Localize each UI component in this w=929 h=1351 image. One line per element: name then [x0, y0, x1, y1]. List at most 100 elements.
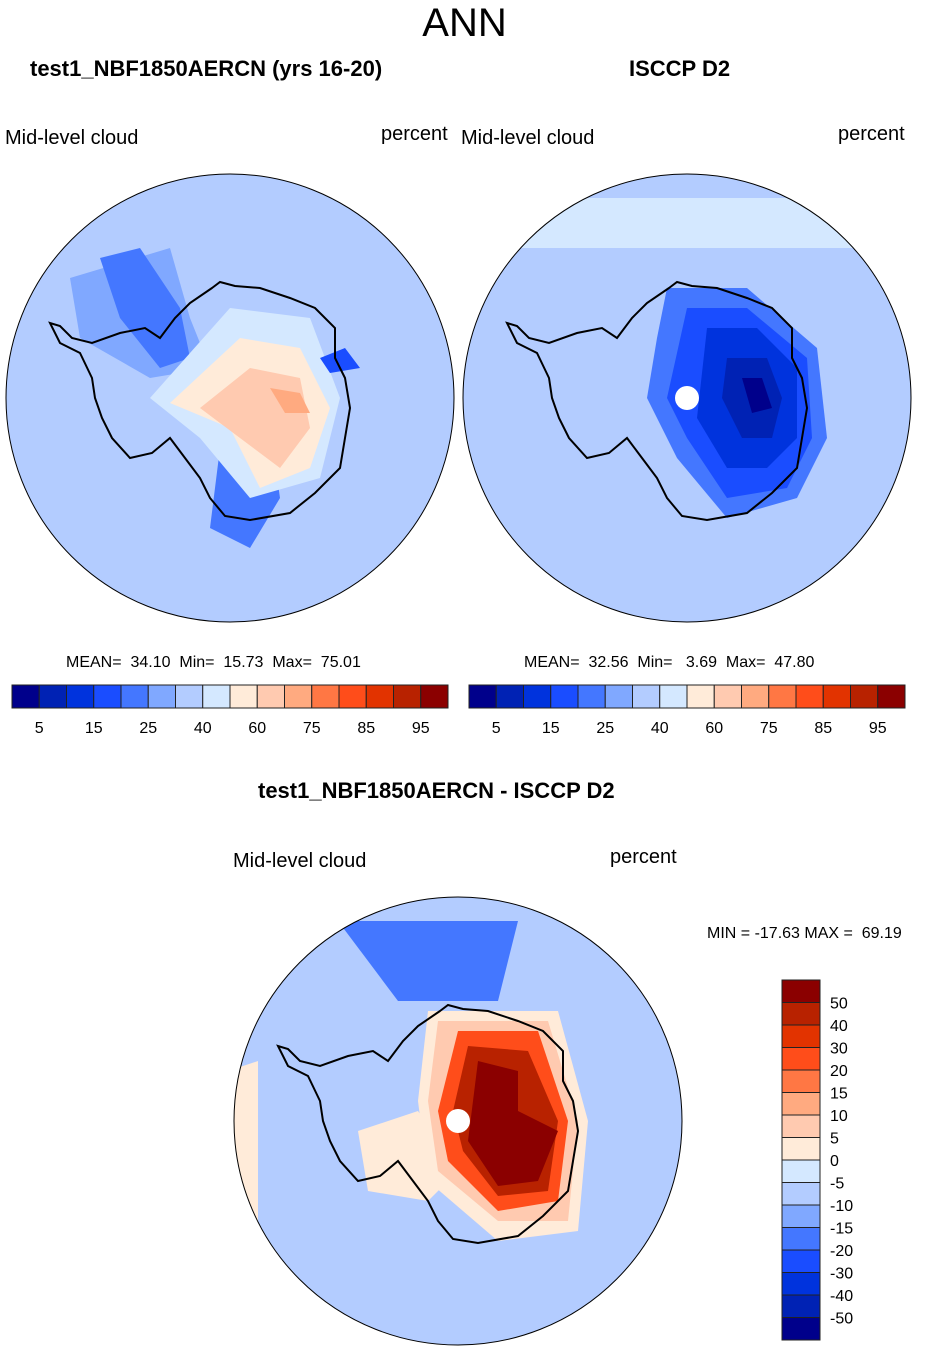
panel3-colorbar-tick-label: 50 [830, 996, 848, 1013]
panel3-colorbar-tick-label: 30 [830, 1041, 848, 1058]
panel3-colorbar-swatch [781, 1249, 821, 1273]
panel1-contour [100, 248, 190, 368]
panel3-colorbar-tick-label: -15 [830, 1221, 853, 1238]
panel3-colorbar-tick-label: 20 [830, 1063, 848, 1080]
panel1-colorbar-swatch [393, 684, 422, 709]
panel2-map [463, 174, 911, 622]
panel3-title: test1_NBF1850AERCN - ISCCP D2 [258, 778, 615, 803]
panel2-left-label: Mid-level cloud [461, 127, 595, 149]
panel1-colorbar-swatch [93, 684, 122, 709]
panel3-colorbar-swatch [781, 1317, 821, 1341]
panel3-missing-data-dot [446, 1109, 470, 1133]
panel2-stats: MEAN= 32.56 Min= 3.69 Max= 47.80 [524, 654, 815, 671]
panel1-contour [270, 388, 310, 413]
panel2-colorbar-swatch [850, 684, 879, 709]
panel2-colorbar-tick-label: 25 [596, 720, 614, 737]
panel3-colorbar-tick-label: 10 [830, 1108, 848, 1125]
panel1-colorbar-tick-label: 40 [194, 720, 212, 737]
panel3-map-border [233, 896, 683, 1346]
panel3-contour [338, 921, 518, 1001]
panel1-colorbar-swatch [120, 684, 149, 709]
panel3-colorbar-swatch [781, 1137, 821, 1161]
panel3-colorbar-tick-label: 0 [830, 1153, 839, 1170]
panel2-colorbar-tick-label: 5 [492, 720, 501, 737]
panel1-colorbar-swatch [202, 684, 231, 709]
panel3-colorbar-swatch [781, 1294, 821, 1318]
panel2-colorbar-swatch [768, 684, 797, 709]
panel3-colorbar-swatch [781, 1024, 821, 1048]
panel2-colorbar-tick-label: 85 [814, 720, 832, 737]
panel2-colorbar: 5 15 25 40 60 75 85 95 [468, 684, 906, 737]
panel1-left-label: Mid-level cloud [5, 127, 139, 149]
panel2-colorbar-swatch [686, 684, 715, 709]
panel2-map-border [462, 173, 912, 623]
panel2-colorbar-swatch [632, 684, 661, 709]
panel2-colorbar-swatch [523, 684, 552, 709]
panel2-colorbar-tick-label: 15 [542, 720, 560, 737]
panel1-colorbar-tick-label: 15 [85, 720, 103, 737]
panel2-colorbar-swatch [659, 684, 688, 709]
panel3-left-label: Mid-level cloud [233, 850, 367, 872]
panel3-stats: MIN = -17.63 MAX = 69.19 [707, 925, 902, 942]
main-title: ANN [422, 1, 507, 45]
panel2-units-label: percent [838, 123, 905, 145]
panel2-colorbar-swatch [713, 684, 742, 709]
panel2-colorbar-tick-label: 60 [705, 720, 723, 737]
panel1-colorbar-tick-label: 75 [303, 720, 321, 737]
panel2-colorbar-swatch [495, 684, 524, 709]
panel3-colorbar-swatch [781, 1114, 821, 1138]
panel1-stats: MEAN= 34.10 Min= 15.73 Max= 75.01 [66, 654, 361, 671]
panel1-colorbar-tick-label: 5 [35, 720, 44, 737]
panel3-colorbar-swatch [781, 1182, 821, 1206]
panel3-colorbar-tick-label: -10 [830, 1198, 853, 1215]
panel3-colorbar-swatch [781, 1272, 821, 1296]
panel1-contour [320, 348, 360, 373]
panel3-colorbar-swatch [781, 1159, 821, 1183]
panel3-colorbar-tick-label: 5 [830, 1131, 839, 1148]
panel3-colorbar-tick-label: -5 [830, 1176, 844, 1193]
panel1-colorbar-swatch [66, 684, 95, 709]
panel1-colorbar-tick-label: 25 [139, 720, 157, 737]
panel3-colorbar-swatch [781, 1069, 821, 1093]
panel2-contour [742, 378, 772, 413]
panel1-colorbar-swatch [175, 684, 204, 709]
panel2-colorbar-swatch [468, 684, 497, 709]
panel3-colorbar-swatch [781, 1227, 821, 1251]
panel3-colorbar-swatch [781, 1002, 821, 1026]
panel2-colorbar-swatch [877, 684, 906, 709]
panel1-colorbar-swatch [311, 684, 340, 709]
panel1-colorbar-swatch [420, 684, 449, 709]
panel3-contour [468, 1061, 558, 1186]
panel3-colorbar-swatch [781, 1204, 821, 1228]
panel3-colorbar-swatch [781, 979, 821, 1003]
panel3-colorbar-swatch [781, 1092, 821, 1116]
coastline [505, 280, 809, 522]
panel1-colorbar-tick-label: 85 [357, 720, 375, 737]
panel1-colorbar-swatch [147, 684, 176, 709]
panel2-colorbar-swatch [577, 684, 606, 709]
panel1-colorbar-swatch [229, 684, 258, 709]
panel3-colorbar-tick-label: -30 [830, 1266, 853, 1283]
panel2-colorbar-swatch [741, 684, 770, 709]
coastline [48, 280, 352, 522]
panel3-colorbar-tick-label: -40 [830, 1288, 853, 1305]
panel1-colorbar-swatch [256, 684, 285, 709]
panel3-colorbar-tick-label: 40 [830, 1018, 848, 1035]
panel2-colorbar-tick-label: 95 [869, 720, 887, 737]
panel2-title: ISCCP D2 [629, 56, 731, 81]
panel1-units-label: percent [381, 123, 448, 145]
panel1-title: test1_NBF1850AERCN (yrs 16-20) [30, 56, 383, 81]
panel3-colorbar-swatch [781, 1047, 821, 1071]
panel2-colorbar-swatch [604, 684, 633, 709]
coastline [276, 1003, 580, 1245]
panel3-colorbar-tick-label: -20 [830, 1243, 853, 1260]
panel2-colorbar-tick-label: 40 [651, 720, 669, 737]
panel1-colorbar-tick-label: 95 [412, 720, 430, 737]
panel1-colorbar-swatch [38, 684, 67, 709]
panel1-colorbar-swatch [338, 684, 367, 709]
panel1-map [6, 174, 454, 622]
panel2-colorbar-tick-label: 75 [760, 720, 778, 737]
panel3-colorbar-tick-label: 15 [830, 1086, 848, 1103]
panel1-colorbar-swatch [365, 684, 394, 709]
